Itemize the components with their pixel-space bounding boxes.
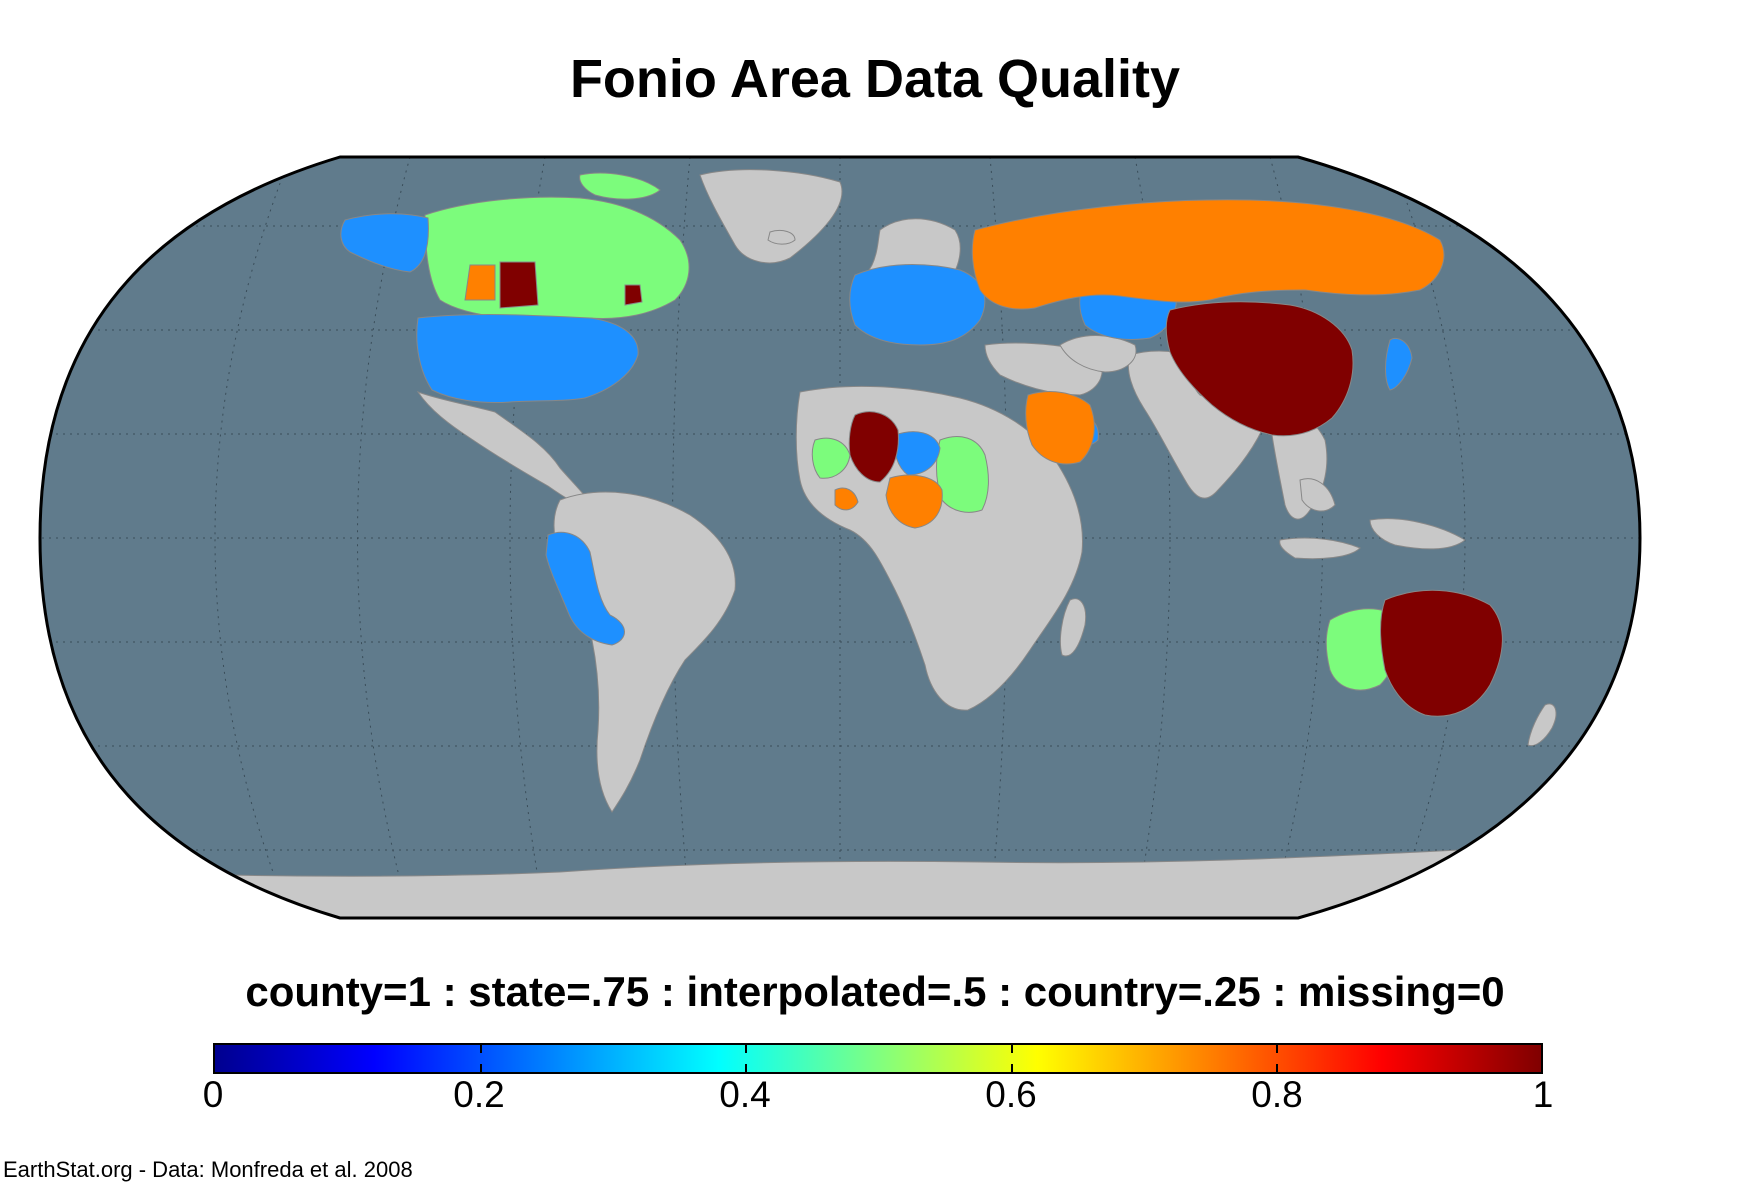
colorbar-tick-0-6: 0.6 bbox=[985, 1074, 1037, 1115]
colorbar-tick-mark bbox=[1010, 1064, 1013, 1072]
colorbar-tick-mark bbox=[480, 1064, 483, 1072]
credit-text: EarthStat.org - Data: Monfreda et al. 20… bbox=[3, 1157, 413, 1182]
colorbar bbox=[213, 1043, 1543, 1074]
colorbar-tick-mark bbox=[1010, 1045, 1013, 1053]
land-county bbox=[499, 261, 1503, 717]
colorbar-tick-0-4: 0.4 bbox=[719, 1074, 771, 1115]
legend-caption: county=1 : state=.75 : interpolated=.5 :… bbox=[245, 968, 1505, 1015]
colorbar-tick-mark bbox=[745, 1045, 748, 1053]
globe-outline bbox=[38, 155, 1642, 920]
map-title: Fonio Area Data Quality bbox=[569, 49, 1181, 109]
land-state bbox=[464, 199, 1445, 529]
colorbar-tick-0: 0 bbox=[202, 1074, 224, 1115]
colorbar-tick-0-2: 0.2 bbox=[453, 1074, 505, 1115]
world-map bbox=[38, 155, 1642, 920]
colorbar-tick-1: 1 bbox=[1532, 1074, 1554, 1115]
colorbar-tick-mark bbox=[745, 1064, 748, 1072]
colorbar-tick-0-8: 0.8 bbox=[1251, 1074, 1303, 1115]
colorbar-tick-mark bbox=[1275, 1064, 1278, 1072]
colorbar-tick-mark bbox=[480, 1045, 483, 1053]
colorbar-tick-mark bbox=[1275, 1045, 1278, 1053]
